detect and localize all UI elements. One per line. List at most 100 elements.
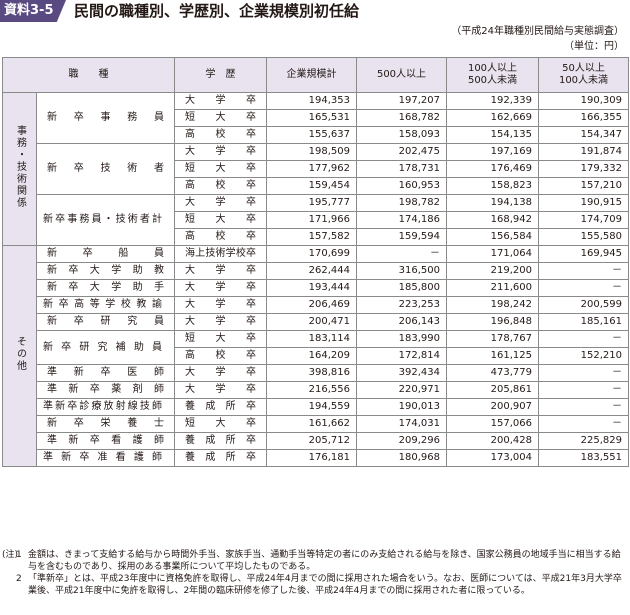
category-other: その他 [2, 245, 37, 467]
notes: (注) 1 金額は、きまって支給する給与から時間外手当、家族手当、通勤手当等特定… [2, 549, 626, 597]
value-cell: 173,004 [446, 449, 539, 467]
value-cell: 171,966 [266, 211, 357, 229]
value-cell: － [538, 262, 629, 280]
table-row: 短大卒 171,966 174,186 168,942 174,709 [3, 211, 629, 229]
job-name-cell: 準新卒医師 [36, 364, 175, 382]
value-cell: 194,353 [266, 92, 357, 110]
note-spacer [2, 573, 16, 597]
education-cell: 高校卒 [174, 228, 267, 246]
value-cell: 392,434 [356, 364, 447, 382]
table-row: 新卒栄養士 短大卒 161,662 174,031 157,066 － [3, 415, 629, 433]
category-office-technical: 事務・技術関係 [2, 92, 37, 246]
salary-table: 職 種 学 歴 企業規模計 500人以上 100人以上 500人未満 50人以上 1… [2, 57, 629, 467]
value-cell: 161,662 [266, 415, 357, 433]
value-cell: 180,968 [356, 449, 447, 467]
value-cell: 190,915 [538, 194, 629, 212]
value-cell: 200,907 [446, 398, 539, 416]
job-name-cell: 新卒栄養士 [36, 415, 175, 433]
value-cell: 176,181 [266, 449, 357, 467]
note-1-number: 1 [16, 550, 22, 560]
job-name-cell: 新卒技術者 [36, 143, 175, 195]
value-cell: 172,814 [356, 347, 447, 365]
value-cell: 194,138 [446, 194, 539, 212]
value-cell: 178,767 [446, 330, 539, 348]
education-cell: 高校卒 [174, 126, 267, 144]
job-name-cell: 準新卒診療放射線技師 [36, 398, 175, 416]
value-cell: 197,207 [356, 92, 447, 110]
value-cell: 220,971 [356, 381, 447, 399]
value-cell: 219,200 [446, 262, 539, 280]
education-cell: 海上技術学校卒 [174, 245, 267, 263]
category-other-label: その他 [14, 336, 26, 372]
note-2-text: 「準新卒」とは、平成23年度中に資格免許を取得し、平成24年4月までの間に採用さ… [28, 574, 622, 596]
value-cell: 216,556 [266, 381, 357, 399]
value-cell: 157,582 [266, 228, 357, 246]
value-cell: 152,210 [538, 347, 629, 365]
value-cell: 178,731 [356, 160, 447, 178]
value-cell: 154,135 [446, 126, 539, 144]
table-row: 短大卒 165,531 168,782 162,669 166,355 [3, 109, 629, 127]
value-cell: 211,600 [446, 279, 539, 297]
value-cell: 166,355 [538, 109, 629, 127]
education-cell: 大学卒 [174, 194, 267, 212]
education-cell: 短大卒 [174, 160, 267, 178]
value-cell: － [538, 279, 629, 297]
category-office-technical-label: 事務・技術関係 [14, 125, 26, 209]
table-row: 新卒事務員・技術者計 大学卒 195,777 198,782 194,138 190,91… [3, 194, 629, 246]
value-cell: 262,444 [266, 262, 357, 280]
source-note: （平成24年職種別民間給与実態調査） [451, 26, 624, 37]
value-cell: 170,699 [266, 245, 357, 263]
header: 資料3-5 民間の職種別、学歴別、企業規模別初任給 [0, 0, 630, 22]
education-cell: 短大卒 [174, 415, 267, 433]
value-cell: 174,709 [538, 211, 629, 229]
value-cell: 316,500 [356, 262, 447, 280]
value-cell: 183,990 [356, 330, 447, 348]
value-cell: 200,428 [446, 432, 539, 450]
education-cell: 大学卒 [174, 313, 267, 331]
note-1-text: 金額は、きまって支給する給与から時間外手当、家族手当、通勤手当等特定の者にのみ支… [28, 550, 621, 572]
job-name-cell: 新卒研究員 [36, 313, 175, 331]
table-body: 事務・技術関係 新卒事務員 大学卒 194,353 197,207 192,339 190,… [2, 92, 629, 467]
value-cell: 158,093 [356, 126, 447, 144]
value-cell: 159,594 [356, 228, 447, 246]
value-cell: 206,143 [356, 313, 447, 331]
value-cell: － [538, 415, 629, 433]
document-badge: 資料3-5 [0, 0, 66, 22]
value-cell: 159,454 [266, 177, 357, 195]
job-name-cell: 新卒大学助手 [36, 279, 175, 297]
value-cell: 177,962 [266, 160, 357, 178]
education-cell: 大学卒 [174, 296, 267, 314]
table-row: 準新卒診療放射線技師 養成所卒 194,559 190,013 200,907 － [3, 398, 629, 416]
note-2-number: 2 [16, 574, 22, 584]
header-education: 学 歴 [174, 57, 267, 93]
job-name-cell: 新卒大学助教 [36, 262, 175, 280]
value-cell: 174,031 [356, 415, 447, 433]
value-cell: 169,945 [538, 245, 629, 263]
value-cell: 155,637 [266, 126, 357, 144]
value-cell: 198,242 [446, 296, 539, 314]
table-row: 準新卒看護師 養成所卒 205,712 209,296 200,428 225,829 [3, 432, 629, 450]
job-name-cell: 新卒高等学校教諭 [36, 296, 175, 314]
table-row: その他 新卒船員 海上技術学校卒 170,699 － 171,064 169,945 [2, 245, 629, 467]
value-cell: 223,253 [356, 296, 447, 314]
value-cell: 198,509 [266, 143, 357, 161]
table-row: 高校卒 164,209 172,814 161,125 152,210 [3, 347, 629, 365]
value-cell: 183,551 [538, 449, 629, 467]
table-row: 事務・技術関係 新卒事務員 大学卒 194,353 197,207 192,339 190,… [2, 92, 629, 246]
value-cell: 202,475 [356, 143, 447, 161]
value-cell: 164,209 [266, 347, 357, 365]
education-cell: 大学卒 [174, 143, 267, 161]
value-cell: 200,599 [538, 296, 629, 314]
value-cell: － [538, 381, 629, 399]
value-cell: 193,444 [266, 279, 357, 297]
table-header-row: 職 種 学 歴 企業規模計 500人以上 100人以上 500人未満 50人以上 1… [2, 57, 629, 93]
value-cell: 157,210 [538, 177, 629, 195]
value-cell: 157,066 [446, 415, 539, 433]
value-cell: 197,169 [446, 143, 539, 161]
table-row: 新卒大学助手 大学卒 193,444 185,800 211,600 － [3, 279, 629, 297]
education-cell: 大学卒 [174, 92, 267, 110]
table-row: 高校卒 159,454 160,953 158,823 157,210 [3, 177, 629, 195]
note-1: (注) 1 金額は、きまって支給する給与から時間外手当、家族手当、通勤手当等特定… [2, 549, 626, 573]
table-row: 新卒技術者 大学卒 198,509 202,475 197,169 191,874 [3, 143, 629, 195]
job-name-cell: 準新卒准看護師 [36, 449, 175, 467]
